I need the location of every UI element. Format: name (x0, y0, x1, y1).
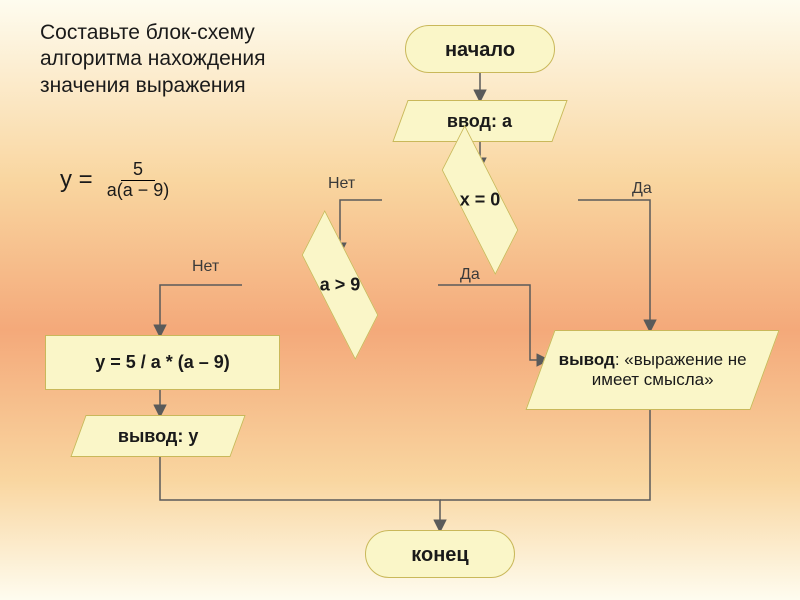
node-cond2-label: a > 9 (253, 275, 428, 296)
formula-numerator: 5 (121, 160, 155, 181)
formula-fraction: 5 a(a − 9) (103, 160, 174, 201)
node-cond1-label: x = 0 (393, 190, 568, 211)
edge-label-cond1-no: Нет (328, 175, 355, 193)
node-start-label: начало (445, 39, 515, 61)
node-output-y: вывод: y (70, 415, 245, 457)
task-text: Составьте блок-схему алгоритма нахождени… (40, 20, 300, 99)
node-start: начало (405, 25, 555, 73)
node-assign-y: y = 5 / a * (a – 9) (45, 335, 280, 390)
edge-label-cond1-yes: Да (632, 180, 652, 198)
node-output-error-label: вывод: «выражение не имеет смысла» (549, 350, 756, 389)
edge-label-cond2-no: Нет (192, 258, 219, 276)
node-assign-y-label: y = 5 / a * (a – 9) (95, 352, 230, 373)
node-output-y-label: вывод: y (118, 426, 198, 447)
formula: y = 5 a(a − 9) (60, 160, 173, 201)
flowchart-canvas: Составьте блок-схему алгоритма нахождени… (0, 0, 800, 600)
node-end-label: конец (411, 544, 468, 566)
node-input-a: ввод: a (392, 100, 567, 142)
node-end: конец (365, 530, 515, 578)
node-output-error: вывод: «выражение не имеет смысла» (525, 330, 779, 410)
formula-lhs: y = (60, 166, 93, 194)
formula-denominator: a(a − 9) (103, 181, 174, 201)
edge-label-cond2-yes: Да (460, 266, 480, 284)
node-input-a-label: ввод: a (447, 111, 512, 132)
